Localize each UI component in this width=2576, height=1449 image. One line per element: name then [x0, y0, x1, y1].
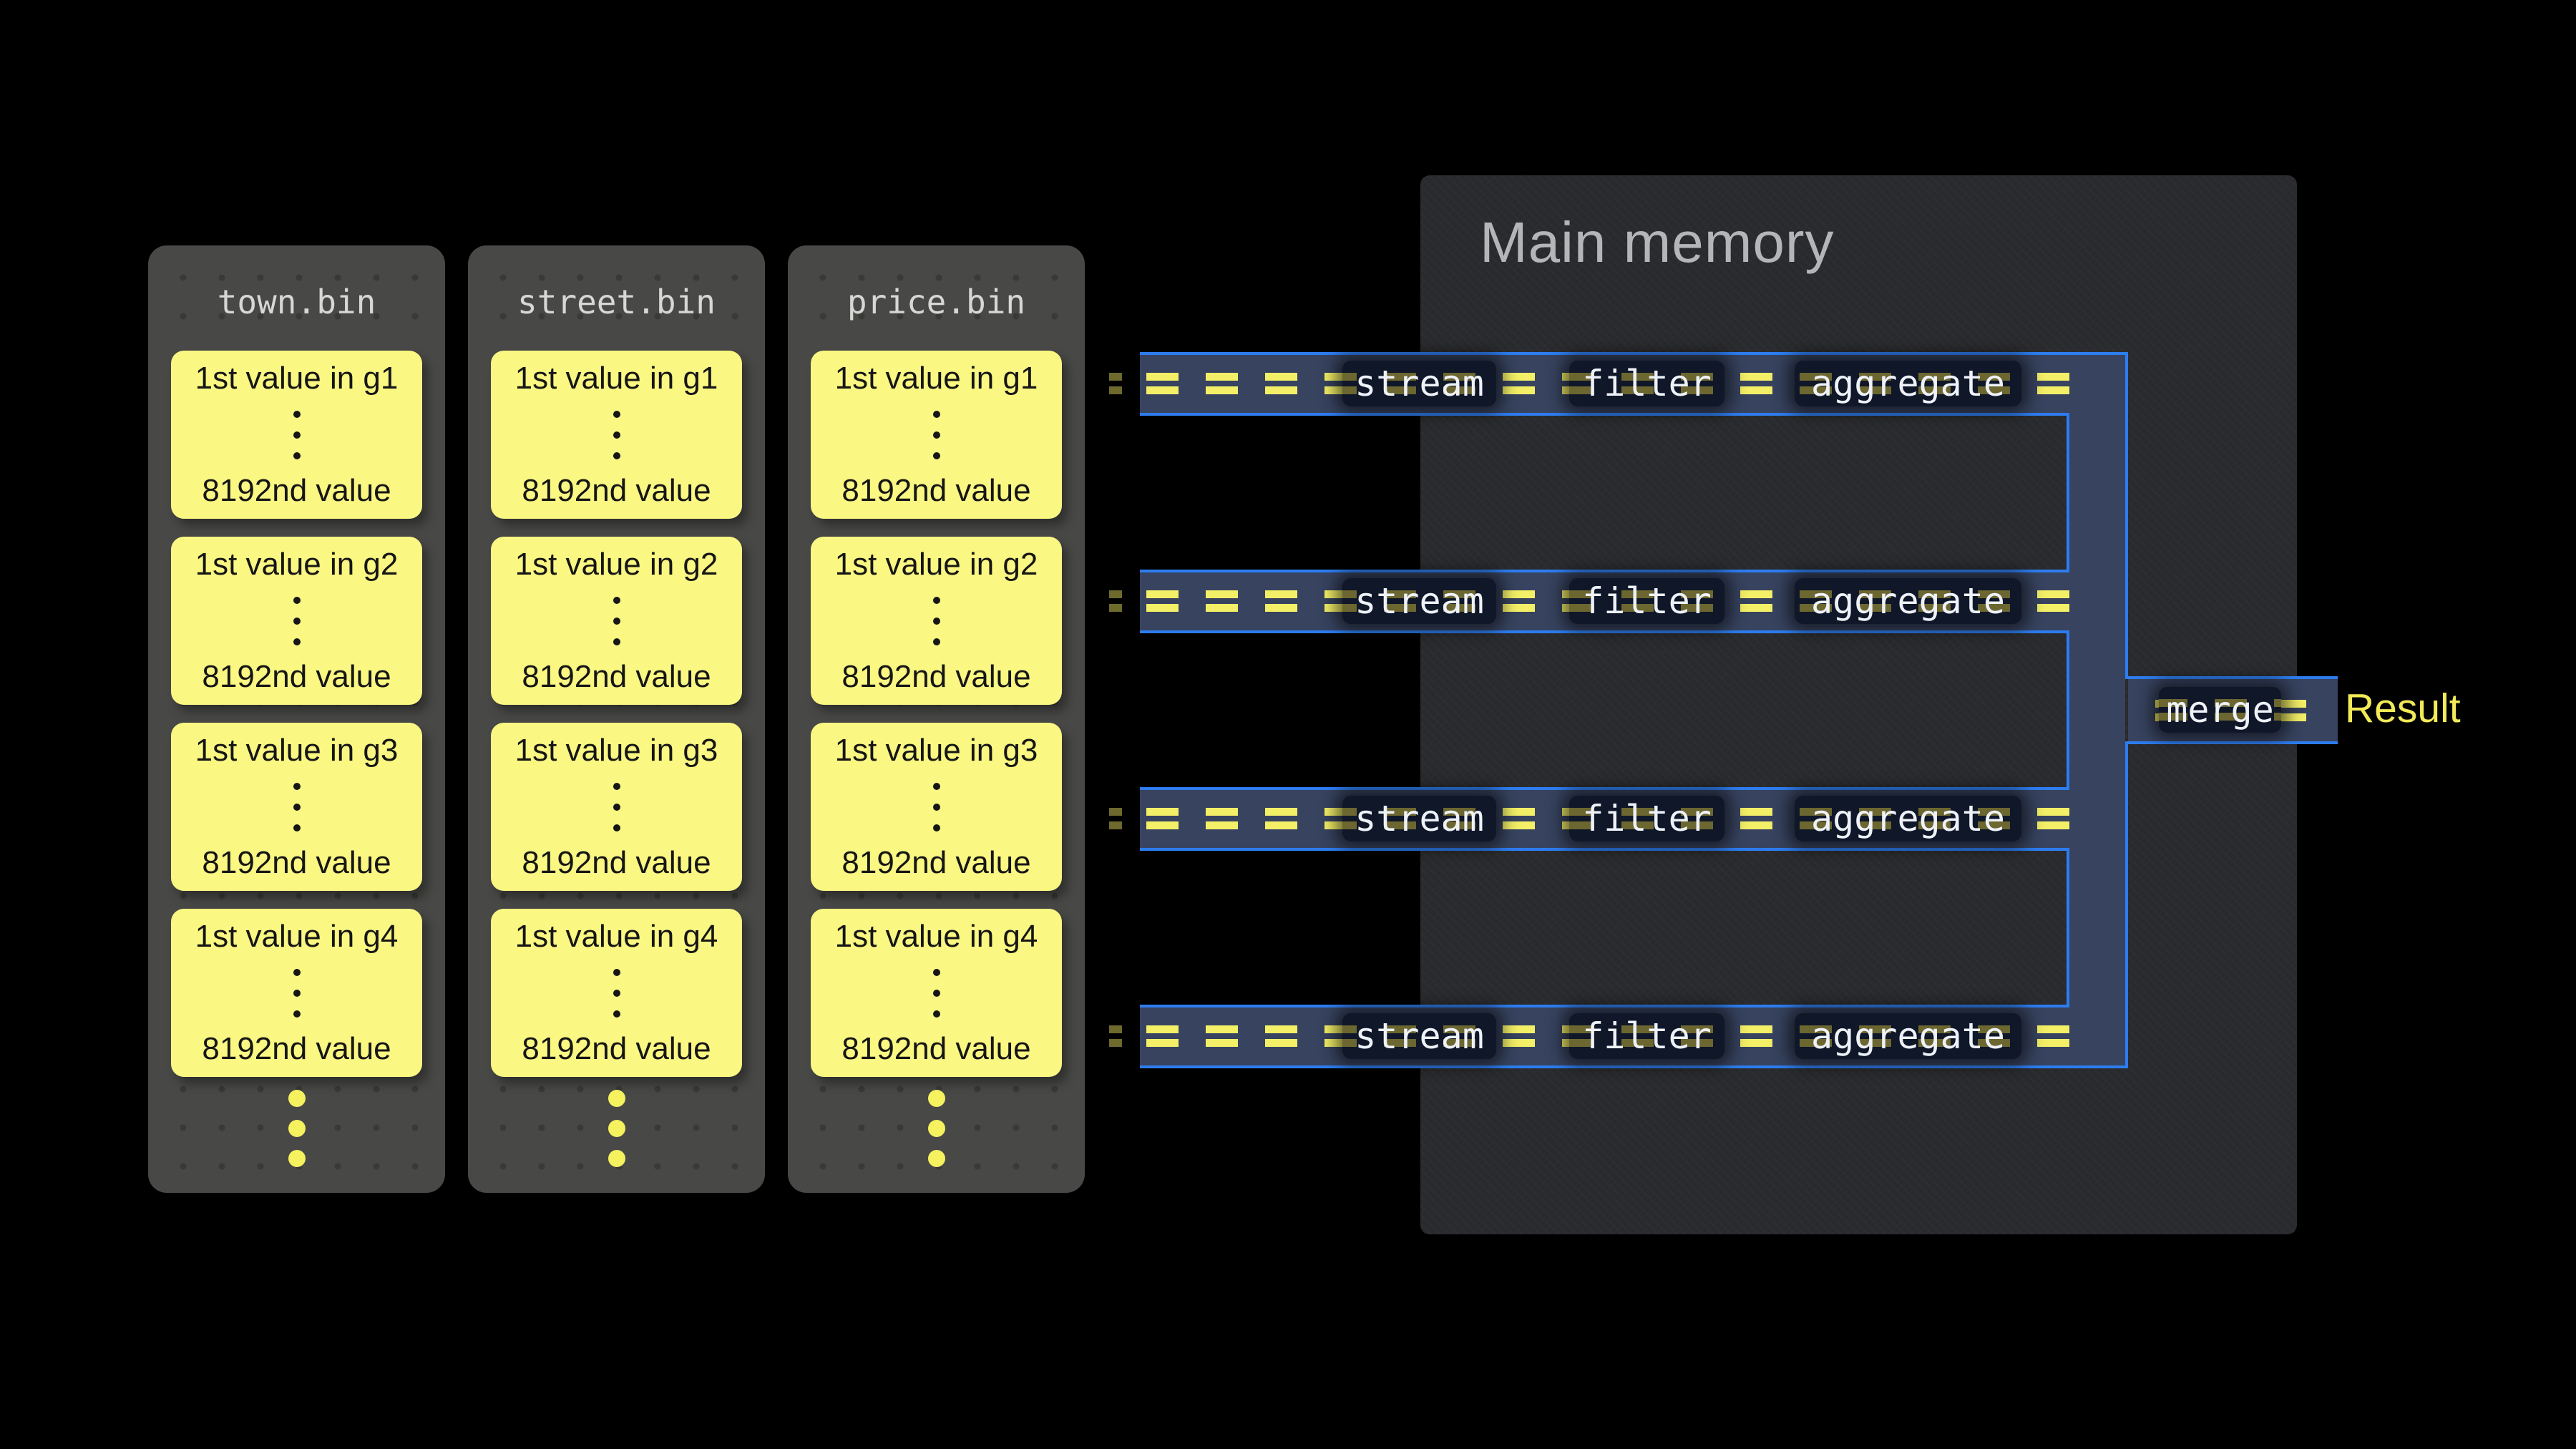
- value-box-last-line: 8192nd value: [841, 659, 1031, 694]
- incoming-packet-icon: [1109, 590, 1122, 612]
- value-box-first-line: 1st value in g3: [514, 733, 718, 768]
- value-box-last-line: 8192nd value: [841, 1031, 1031, 1066]
- stage-box-filter: filter: [1569, 361, 1724, 406]
- value-box-last-line: 8192nd value: [522, 1031, 711, 1066]
- ellipsis-dots: [932, 596, 940, 645]
- stage-box-filter: filter: [1569, 578, 1724, 624]
- incoming-packet-icon: [1109, 808, 1122, 829]
- stage-box-stream: stream: [1342, 361, 1496, 406]
- overflow-dots: [288, 1090, 306, 1167]
- pipe-border: [2067, 848, 2069, 1008]
- file-card-title: town.bin: [217, 283, 376, 321]
- value-box-last-line: 8192nd value: [202, 659, 391, 694]
- value-box-first-line: 1st value in g2: [834, 547, 1038, 582]
- value-box-last-line: 8192nd value: [841, 845, 1031, 880]
- stage-box-stream: stream: [1342, 1013, 1496, 1059]
- value-box-last-line: 8192nd value: [202, 1031, 391, 1066]
- value-box-last-line: 8192nd value: [202, 845, 391, 880]
- pipe-border: [2125, 741, 2338, 744]
- value-box-first-line: 1st value in g3: [195, 733, 399, 768]
- file-card-title: price.bin: [847, 283, 1026, 321]
- value-box: 1st value in g2 8192nd value: [811, 537, 1062, 705]
- value-box-first-line: 1st value in g2: [514, 547, 718, 582]
- incoming-packet-icon: [1109, 373, 1122, 394]
- stage-box-stream: stream: [1342, 578, 1496, 624]
- stage-box-filter: filter: [1569, 796, 1724, 841]
- stage-box-aggregate: aggregate: [1795, 578, 2021, 624]
- stage-box-aggregate: aggregate: [1795, 361, 2021, 406]
- value-box: 1st value in g3 8192nd value: [171, 723, 422, 891]
- pipe-border: [2125, 676, 2338, 679]
- ellipsis-dots: [613, 596, 620, 645]
- value-box-last-line: 8192nd value: [522, 659, 711, 694]
- pipe-border: [2125, 744, 2128, 1068]
- value-box-last-line: 8192nd value: [202, 473, 391, 508]
- pipe-border: [1140, 413, 2069, 416]
- ellipsis-dots: [613, 782, 620, 831]
- pipe-border: [1140, 1065, 2128, 1068]
- main-memory-title: Main memory: [1480, 210, 1835, 274]
- value-box-first-line: 1st value in g3: [834, 733, 1038, 768]
- pipe-border: [2125, 352, 2128, 676]
- pipe-border: [1140, 787, 2069, 790]
- value-box: 1st value in g4 8192nd value: [491, 909, 742, 1077]
- pipe-border: [2067, 413, 2069, 572]
- value-box-first-line: 1st value in g1: [195, 361, 399, 396]
- stage-box-aggregate: aggregate: [1795, 1013, 2021, 1059]
- value-box-first-line: 1st value in g1: [514, 361, 718, 396]
- stage-box-filter: filter: [1569, 1013, 1724, 1059]
- ellipsis-dots: [293, 782, 301, 831]
- file-card-town: town.bin 1st value in g1 8192nd value 1s…: [148, 245, 445, 1193]
- file-card-price: price.bin 1st value in g1 8192nd value 1…: [788, 245, 1085, 1193]
- result-label: Result: [2345, 686, 2461, 731]
- value-box-last-line: 8192nd value: [522, 845, 711, 880]
- ellipsis-dots: [293, 410, 301, 459]
- value-box: 1st value in g2 8192nd value: [171, 537, 422, 705]
- overflow-dots: [927, 1090, 945, 1167]
- value-box-first-line: 1st value in g2: [195, 547, 399, 582]
- value-box: 1st value in g1 8192nd value: [171, 351, 422, 519]
- overflow-dots: [608, 1090, 625, 1167]
- incoming-packet-icon: [1109, 1025, 1122, 1047]
- value-box-first-line: 1st value in g4: [195, 919, 399, 954]
- value-box: 1st value in g2 8192nd value: [491, 537, 742, 705]
- value-box-first-line: 1st value in g1: [834, 361, 1038, 396]
- merge-channel: [2069, 355, 2125, 1065]
- value-box-first-line: 1st value in g4: [514, 919, 718, 954]
- value-box: 1st value in g4 8192nd value: [811, 909, 1062, 1077]
- value-box: 1st value in g4 8192nd value: [171, 909, 422, 1077]
- value-box: 1st value in g1 8192nd value: [491, 351, 742, 519]
- pipe-border: [2067, 630, 2069, 790]
- ellipsis-dots: [293, 596, 301, 645]
- value-box: 1st value in g3 8192nd value: [811, 723, 1062, 891]
- ellipsis-dots: [613, 410, 620, 459]
- file-card-street: street.bin 1st value in g1 8192nd value …: [468, 245, 765, 1193]
- pipe-border: [1140, 352, 2128, 355]
- value-box: 1st value in g3 8192nd value: [491, 723, 742, 891]
- ellipsis-dots: [932, 968, 940, 1018]
- value-box: 1st value in g1 8192nd value: [811, 351, 1062, 519]
- ellipsis-dots: [932, 782, 940, 831]
- pipe-border: [1140, 630, 2069, 633]
- ellipsis-dots: [293, 968, 301, 1018]
- stage-box-merge: merge: [2159, 687, 2281, 733]
- pipe-border: [1140, 848, 2069, 851]
- stage-box-stream: stream: [1342, 796, 1496, 841]
- stage-box-aggregate: aggregate: [1795, 796, 2021, 841]
- pipe-border: [1140, 1005, 2069, 1008]
- value-box-first-line: 1st value in g4: [834, 919, 1038, 954]
- pipe-border: [1140, 570, 2069, 572]
- file-card-title: street.bin: [517, 283, 716, 321]
- value-box-last-line: 8192nd value: [841, 473, 1031, 508]
- ellipsis-dots: [932, 410, 940, 459]
- value-box-last-line: 8192nd value: [522, 473, 711, 508]
- ellipsis-dots: [613, 968, 620, 1018]
